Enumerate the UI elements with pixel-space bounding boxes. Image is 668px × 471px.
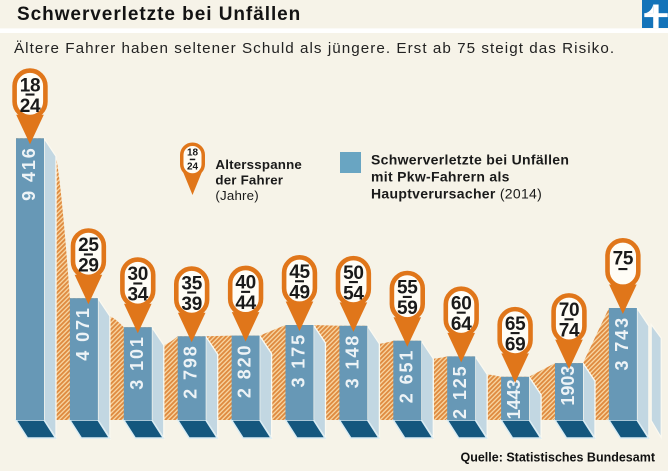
svg-text:70: 70 (559, 300, 580, 321)
svg-text:1443: 1443 (504, 379, 524, 419)
svg-text:54: 54 (343, 283, 364, 304)
svg-text:59: 59 (397, 298, 418, 319)
svg-text:24: 24 (20, 96, 41, 117)
svg-text:60: 60 (451, 293, 472, 314)
svg-text:44: 44 (235, 293, 256, 314)
svg-text:30: 30 (128, 264, 149, 285)
svg-text:74: 74 (559, 321, 580, 342)
svg-text:25: 25 (78, 235, 99, 256)
svg-text:3 101: 3 101 (127, 335, 147, 390)
svg-text:2 798: 2 798 (181, 344, 201, 399)
svg-text:3 148: 3 148 (342, 334, 362, 389)
svg-text:Altersspanne: Altersspanne (215, 157, 302, 172)
svg-text:(Jahre): (Jahre) (215, 188, 259, 203)
svg-text:18: 18 (187, 148, 199, 159)
svg-text:Schwerverletzte bei Unfällen: Schwerverletzte bei Unfällen (17, 4, 301, 25)
svg-text:65: 65 (505, 314, 526, 335)
svg-text:34: 34 (128, 285, 149, 306)
svg-text:75: 75 (613, 249, 634, 270)
svg-text:18: 18 (20, 75, 41, 96)
svg-text:55: 55 (397, 278, 418, 299)
svg-text:24: 24 (187, 162, 199, 173)
svg-text:45: 45 (289, 262, 310, 283)
svg-text:39: 39 (181, 294, 202, 315)
svg-text:4 071: 4 071 (73, 306, 93, 361)
svg-text:69: 69 (505, 334, 526, 355)
svg-text:3 743: 3 743 (612, 316, 632, 371)
svg-text:Schwerverletzte bei Unfällen: Schwerverletzte bei Unfällen (371, 151, 569, 167)
svg-text:29: 29 (78, 256, 99, 277)
svg-text:mit Pkw-Fahrern als: mit Pkw-Fahrern als (371, 168, 510, 184)
svg-text:Hauptverursacher (2014): Hauptverursacher (2014) (371, 186, 542, 202)
svg-text:2 651: 2 651 (396, 349, 416, 404)
svg-text:40: 40 (235, 273, 256, 294)
svg-text:2 820: 2 820 (235, 344, 255, 399)
svg-text:1903: 1903 (558, 366, 578, 406)
svg-text:49: 49 (289, 283, 310, 304)
svg-text:50: 50 (343, 263, 364, 284)
svg-text:9 416: 9 416 (19, 146, 39, 201)
svg-text:Ältere Fahrer haben seltener S: Ältere Fahrer haben seltener Schuld als … (14, 40, 615, 57)
svg-text:der Fahrer: der Fahrer (215, 172, 283, 187)
svg-text:Quelle: Statistisches Bundesam: Quelle: Statistisches Bundesamt (460, 451, 655, 465)
svg-text:64: 64 (451, 314, 472, 335)
svg-text:35: 35 (181, 273, 202, 294)
svg-text:3 175: 3 175 (289, 333, 309, 388)
svg-text:2 125: 2 125 (450, 364, 470, 419)
